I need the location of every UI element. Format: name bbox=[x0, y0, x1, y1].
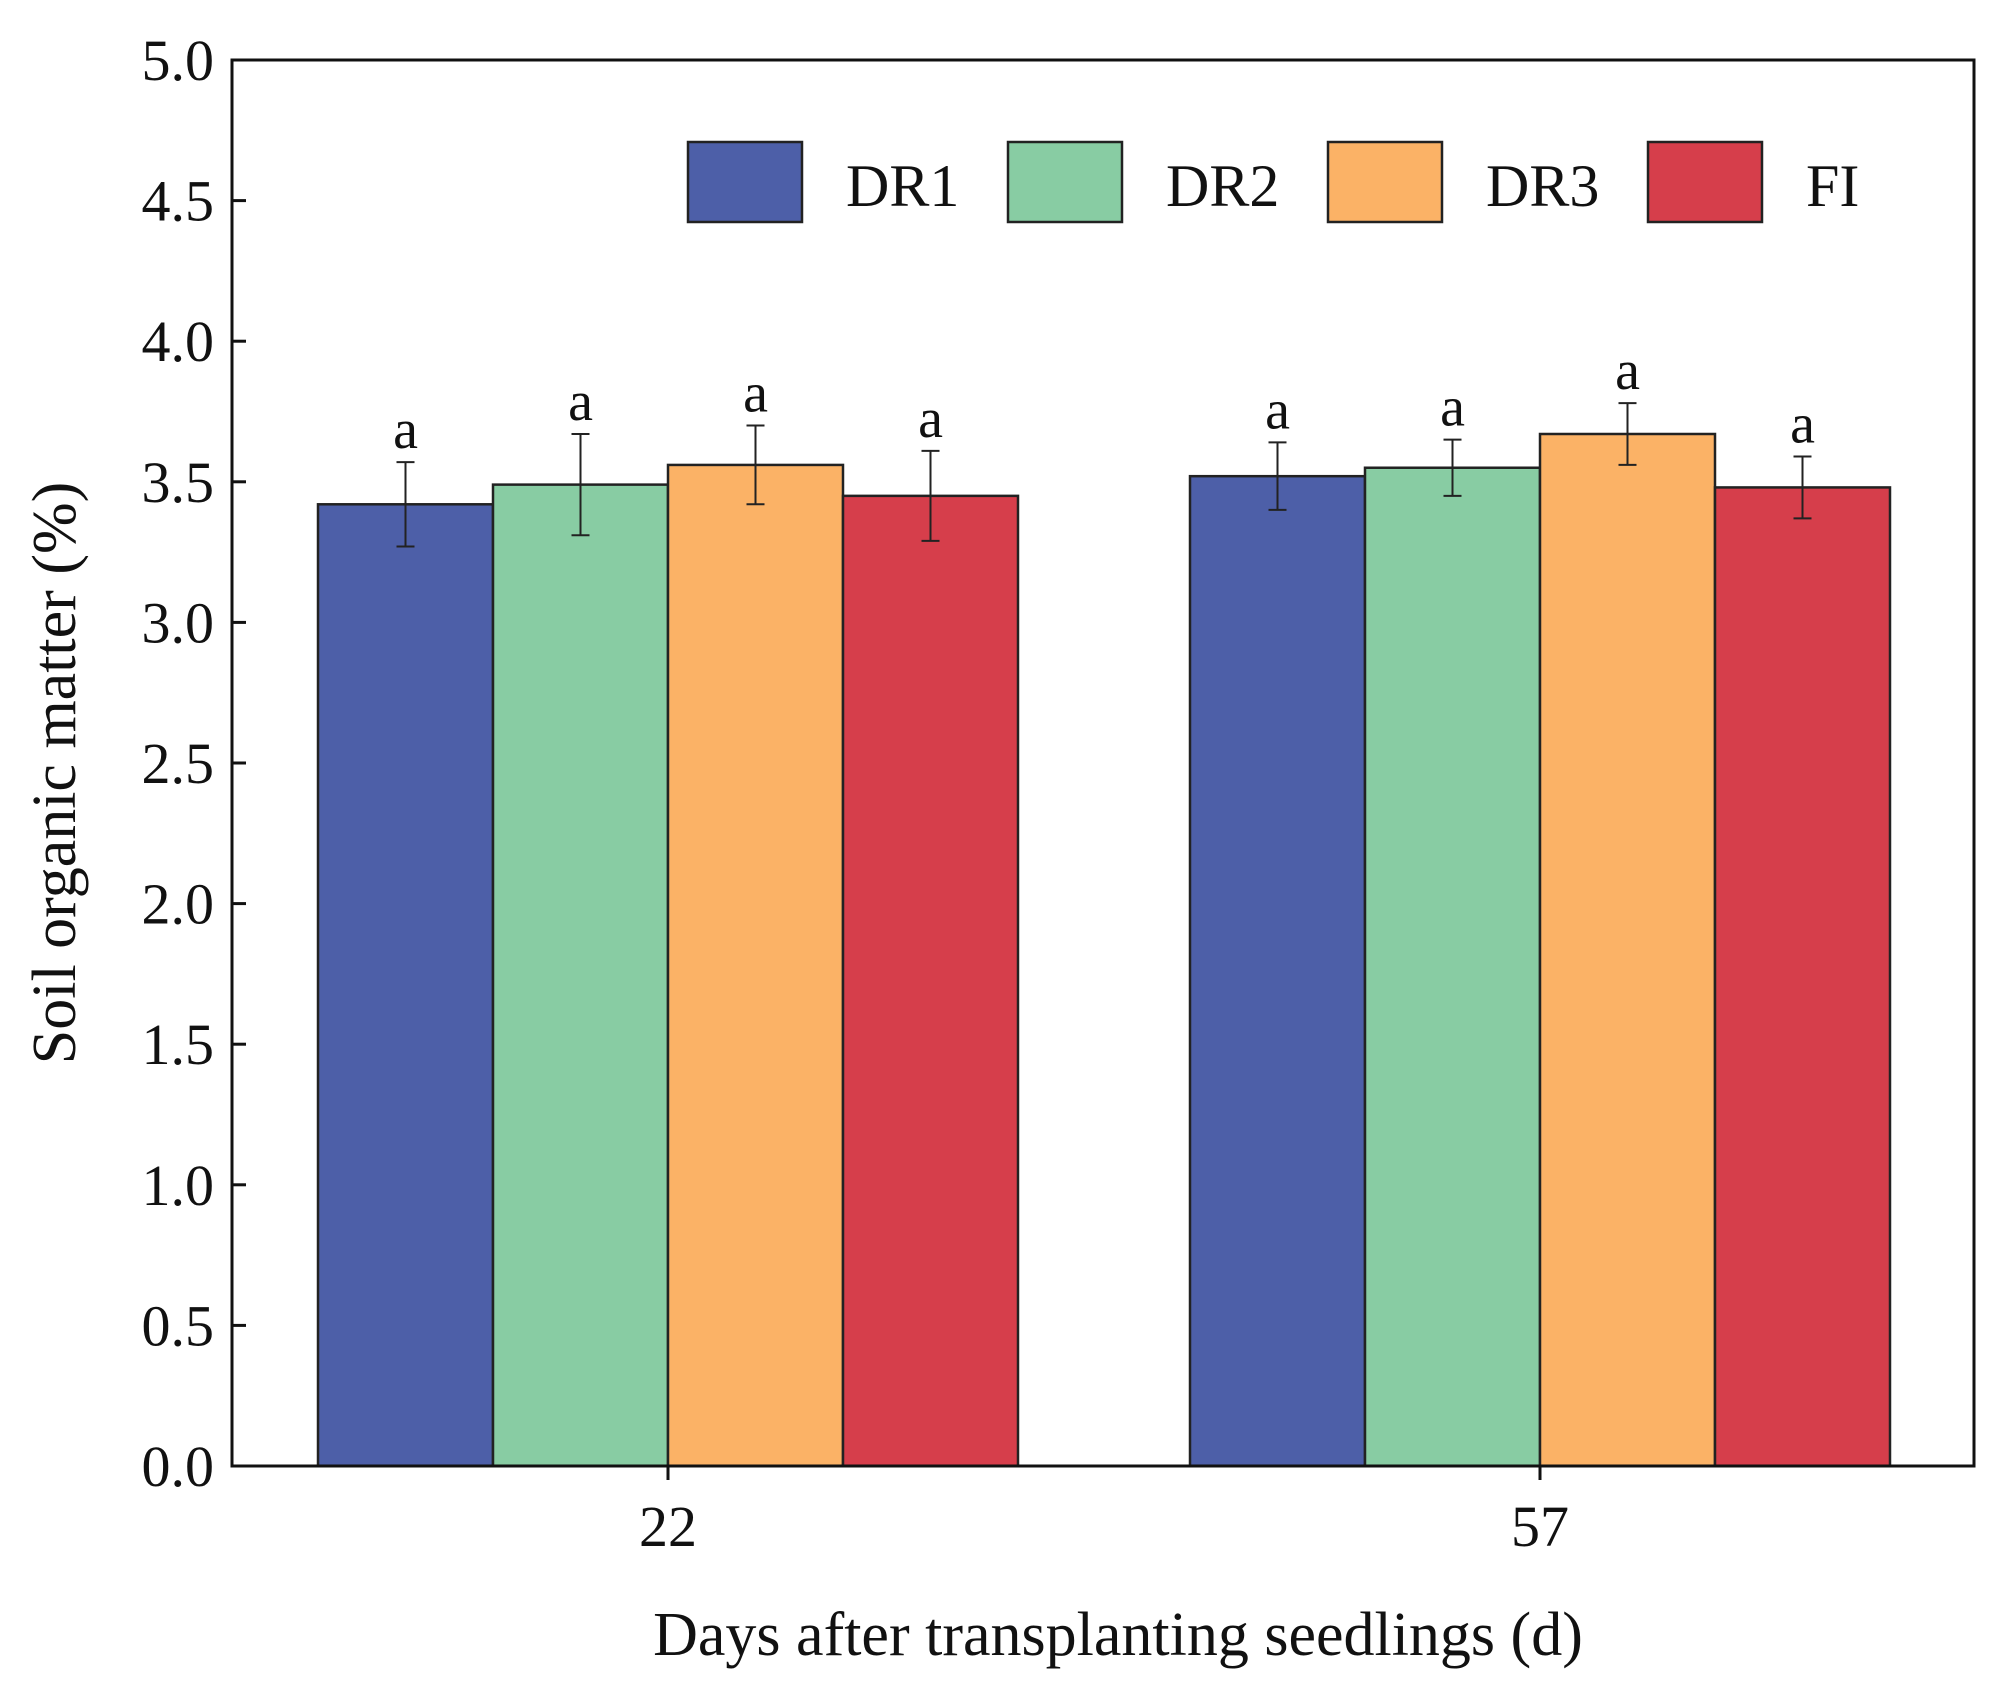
x-tick-label: 57 bbox=[1511, 1494, 1569, 1559]
y-axis-title: Soil organic matter (%) bbox=[21, 482, 89, 1065]
bar-dr3-22 bbox=[666, 463, 845, 1468]
bar-fi-22 bbox=[841, 494, 1020, 1468]
significance-label: a bbox=[568, 371, 593, 433]
significance-label: a bbox=[393, 399, 418, 461]
y-tick-label: 1.5 bbox=[142, 1012, 215, 1077]
bar-dr1-22 bbox=[316, 503, 495, 1468]
y-tick-label: 4.0 bbox=[142, 309, 215, 374]
legend-label-dr3: DR3 bbox=[1486, 153, 1599, 219]
bar-dr1-57 bbox=[1188, 474, 1367, 1468]
significance-label: a bbox=[1615, 340, 1640, 402]
legend-swatch-dr1 bbox=[686, 140, 804, 224]
bar-dr3-57 bbox=[1538, 432, 1717, 1468]
y-axis-ticks: 0.0 0.5 1.0 1.5 2.0 2.5 3.0 3.5 4.0 4.5 5.0 bbox=[142, 28, 246, 1499]
y-tick-label: 3.0 bbox=[142, 590, 215, 655]
significance-label: a bbox=[918, 388, 943, 450]
y-tick-label: 0.0 bbox=[142, 1434, 215, 1499]
significance-label: a bbox=[1265, 379, 1290, 441]
y-tick-label: 3.5 bbox=[142, 450, 215, 515]
significance-label: a bbox=[1440, 377, 1465, 439]
plot-frame bbox=[230, 58, 1976, 1468]
x-axis-title: Days after transplanting seedlings (d) bbox=[653, 1601, 1583, 1669]
x-axis-ticks: 22 57 bbox=[639, 1466, 1569, 1559]
y-tick-label: 1.0 bbox=[142, 1153, 215, 1218]
significance-label: a bbox=[743, 363, 768, 425]
y-tick-label: 2.5 bbox=[142, 731, 215, 796]
x-tick-label: 22 bbox=[639, 1494, 697, 1559]
bar-dr2-57 bbox=[1363, 466, 1542, 1468]
y-tick-label: 5.0 bbox=[142, 28, 215, 93]
legend-label-dr2: DR2 bbox=[1166, 153, 1279, 219]
legend-label-fi: FI bbox=[1806, 153, 1859, 219]
legend-swatch-fi bbox=[1646, 140, 1764, 224]
bars bbox=[316, 432, 1892, 1468]
significance-label: a bbox=[1790, 393, 1815, 455]
bar-dr2-22 bbox=[491, 483, 670, 1468]
y-tick-label: 4.5 bbox=[142, 169, 215, 234]
significance-labels: a a a a a aaa bbox=[393, 340, 1815, 461]
legend-label-dr1: DR1 bbox=[846, 153, 959, 219]
legend-swatch-dr2 bbox=[1006, 140, 1124, 224]
error-bars bbox=[396, 402, 1812, 548]
y-tick-label: 2.0 bbox=[142, 872, 215, 937]
legend: DR1 DR2 DR3 FI bbox=[686, 140, 1859, 224]
y-tick-label: 0.5 bbox=[142, 1293, 215, 1358]
legend-swatch-dr3 bbox=[1326, 140, 1444, 224]
bar-fi-57 bbox=[1713, 486, 1892, 1468]
